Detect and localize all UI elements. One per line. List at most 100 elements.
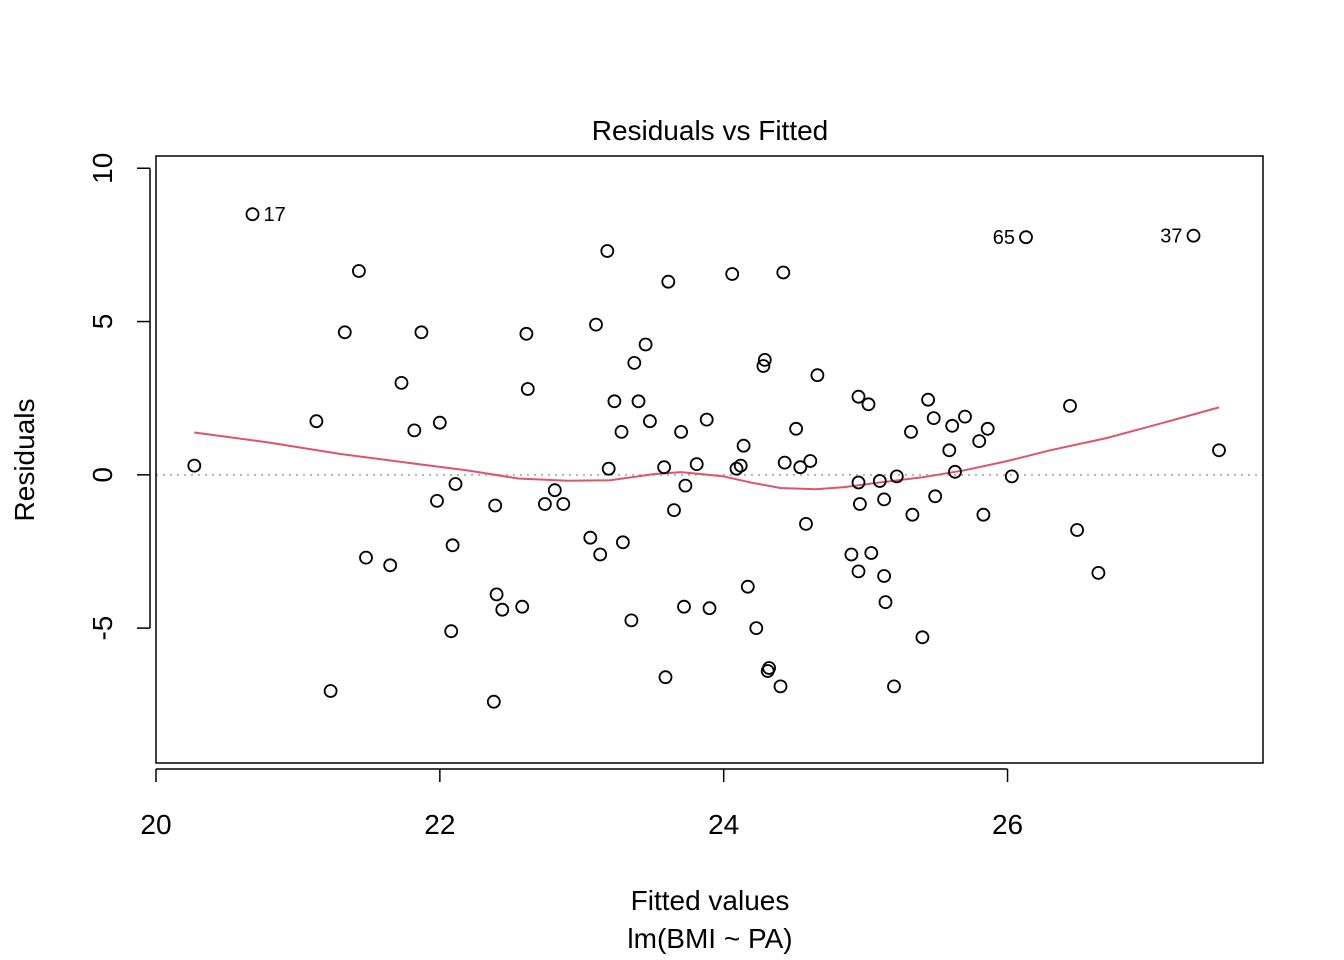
data-point (394, 375, 409, 390)
data-point (383, 558, 398, 573)
data-point (1212, 443, 1226, 458)
data-point (614, 424, 629, 439)
data-point (749, 621, 764, 635)
x-tick-label: 24 (708, 809, 739, 840)
data-point (556, 497, 571, 511)
data-point (407, 423, 422, 438)
data-point (589, 317, 603, 332)
data-point (729, 461, 744, 476)
data-point (657, 460, 671, 475)
data-point (430, 493, 444, 508)
data-point (593, 547, 608, 562)
x-axis: 20 22 24 26 (140, 768, 1023, 840)
data-point (486, 694, 501, 709)
data-point (414, 325, 429, 340)
data-point (309, 414, 324, 429)
data-point (942, 443, 957, 458)
data-point (945, 418, 960, 433)
data-point (448, 477, 463, 491)
data-point (601, 461, 616, 476)
data-point (359, 550, 373, 565)
y-axis: -5 0 5 10 (87, 153, 151, 641)
data-point (323, 684, 338, 698)
data-point (445, 538, 460, 553)
data-point (789, 421, 803, 436)
data-point (976, 507, 991, 522)
data-point (1063, 398, 1077, 413)
data-point (756, 359, 771, 373)
data-point (488, 498, 503, 513)
data-point (624, 613, 639, 628)
data-point (921, 392, 935, 407)
x-tick-label: 20 (140, 809, 171, 840)
data-point (661, 274, 676, 289)
data-point (777, 455, 792, 470)
x-axis-sublabel: lm(BMI ~ PA) (627, 923, 792, 954)
data-point (725, 267, 740, 281)
data-point (674, 424, 688, 439)
data-point (861, 397, 876, 412)
data-point (877, 492, 891, 507)
data-point (677, 599, 691, 614)
data-point (733, 458, 748, 473)
smooth-line-layer (194, 406, 1220, 491)
data-point (515, 599, 530, 614)
data-point (844, 547, 859, 562)
data-point (627, 355, 642, 370)
data-point (877, 569, 891, 583)
data-point (762, 661, 776, 675)
y-tick-label: 5 (87, 314, 118, 330)
data-point (337, 325, 352, 340)
data-point (948, 464, 962, 479)
data-point (740, 579, 755, 594)
data-point (736, 438, 751, 453)
data-point (926, 411, 941, 426)
data-point (1019, 230, 1033, 245)
data-point (638, 337, 653, 352)
data-point (851, 389, 866, 404)
data-point (616, 535, 630, 550)
data-point (799, 517, 813, 531)
plot-frame (155, 155, 1264, 764)
data-point (889, 469, 904, 484)
y-axis-label: Residuals (9, 399, 40, 522)
point-labels-layer: 17 65 37 (264, 204, 1183, 249)
data-point (547, 483, 562, 498)
x-tick-label: 26 (992, 809, 1023, 840)
data-point (958, 409, 972, 424)
data-point (915, 630, 930, 645)
data-point (928, 489, 943, 504)
data-point (658, 670, 673, 685)
data-point (520, 382, 535, 396)
data-point (803, 454, 818, 468)
data-point (699, 412, 714, 427)
x-axis-label: Fitted values (631, 885, 790, 916)
chart-title: Residuals vs Fitted (592, 115, 829, 146)
data-point (972, 434, 987, 449)
data-point (980, 421, 995, 436)
data-point (631, 394, 646, 409)
data-point (689, 457, 704, 472)
data-point (878, 595, 893, 609)
data-point (757, 352, 772, 367)
data-point (904, 424, 918, 439)
data-point (495, 602, 510, 617)
data-point (887, 679, 901, 694)
data-point (1070, 523, 1084, 537)
data-point (810, 368, 825, 383)
y-tick-label: 10 (87, 153, 118, 184)
data-point (444, 624, 459, 639)
point-label: 17 (264, 204, 286, 226)
data-point (905, 507, 920, 522)
data-point (607, 394, 622, 409)
data-point (851, 564, 866, 579)
point-label: 65 (993, 227, 1015, 249)
data-point (489, 587, 504, 602)
data-point (1091, 566, 1106, 580)
point-label: 37 (1160, 226, 1182, 248)
points-layer (187, 207, 1226, 709)
data-point (538, 497, 552, 511)
data-point (851, 475, 866, 490)
data-point (600, 244, 615, 258)
